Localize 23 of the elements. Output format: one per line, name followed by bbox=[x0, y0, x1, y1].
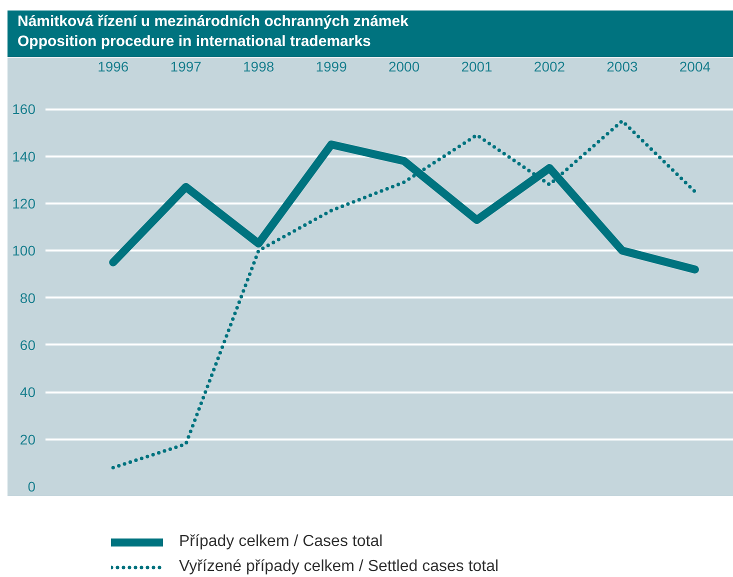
legend-label: Vyřízené případy celkem / Settled cases total bbox=[179, 558, 499, 576]
y-tick-label: 140 bbox=[12, 148, 36, 164]
x-tick-label: 2002 bbox=[534, 58, 566, 74]
chart-title: Námitková řízení u mezinárodních ochranných známek bbox=[18, 13, 410, 30]
chart-subtitle: Opposition procedure in international trademarks bbox=[18, 33, 371, 50]
y-tick-label: 120 bbox=[12, 195, 36, 212]
x-tick-label: 1998 bbox=[243, 58, 274, 74]
y-tick-label: 0 bbox=[28, 478, 36, 494]
x-tick-label: 2000 bbox=[388, 58, 420, 74]
y-tick-label: 40 bbox=[20, 384, 36, 400]
y-tick-label: 20 bbox=[20, 431, 36, 448]
x-tick-label: 2003 bbox=[606, 58, 638, 74]
line-series bbox=[111, 119, 697, 470]
x-tick-label: 2004 bbox=[679, 58, 711, 74]
x-tick-label: 1999 bbox=[316, 58, 348, 74]
y-tick-label: 80 bbox=[20, 290, 36, 306]
x-tick-label: 1996 bbox=[98, 58, 129, 74]
y-tick-label: 60 bbox=[20, 336, 36, 353]
x-tick-label: 1997 bbox=[170, 58, 202, 74]
y-tick-label: 100 bbox=[12, 242, 36, 259]
x-tick-label: 2001 bbox=[461, 58, 493, 74]
legend-label: Případy celkem / Cases total bbox=[179, 533, 383, 551]
y-tick-label: 160 bbox=[12, 101, 36, 118]
